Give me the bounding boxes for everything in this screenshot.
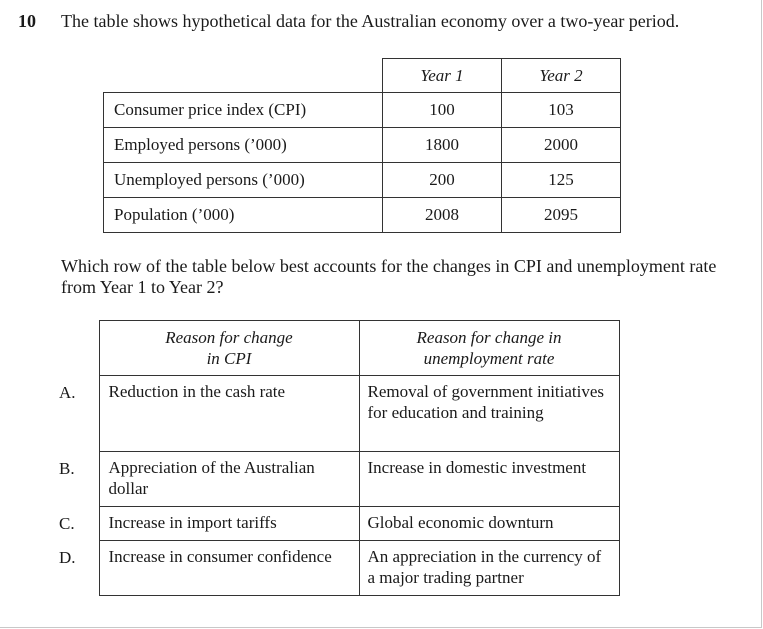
data-table-header-row: Year 1 Year 2 (103, 58, 621, 93)
row-label: Unemployed persons (’000) (103, 162, 383, 198)
year2-value: 125 (501, 162, 621, 198)
option-row-a[interactable]: A. Reduction in the cash rate Removal of… (50, 375, 620, 452)
option-letter: D. (59, 547, 76, 567)
year2-value: 2095 (501, 197, 621, 233)
answer-options-table: Reason for change in CPI Reason for chan… (50, 320, 620, 596)
row-label: Consumer price index (CPI) (103, 92, 383, 128)
question-stem: The table shows hypothetical data for th… (61, 11, 680, 31)
option-letter: B. (59, 458, 75, 478)
table-row: Unemployed persons (’000) 200 125 (103, 162, 621, 198)
question-number: 10 (18, 11, 36, 31)
row-label: Employed persons (’000) (103, 127, 383, 163)
header-reason-cpi: Reason for change in CPI (98, 320, 360, 376)
option-cpi-reason: Appreciation of the Australian dollar (98, 451, 360, 507)
option-row-c[interactable]: C. Increase in import tariffs Global eco… (50, 506, 620, 541)
answer-table-corner (50, 321, 99, 376)
year1-value: 200 (382, 162, 502, 198)
table-row: Consumer price index (CPI) 100 103 (103, 92, 621, 128)
year2-header: Year 2 (501, 58, 621, 93)
table-row: Population (’000) 2008 2095 (103, 197, 621, 233)
option-row-d[interactable]: D. Increase in consumer confidence An ap… (50, 540, 620, 596)
year1-value: 100 (382, 92, 502, 128)
option-unemployment-reason: Global economic downturn (358, 506, 620, 541)
year2-value: 2000 (501, 127, 621, 163)
answer-table-header-row: Reason for change in CPI Reason for chan… (50, 320, 620, 376)
option-unemployment-reason: Removal of government initiatives for ed… (358, 375, 620, 452)
question-prompt: Which row of the table below best accoun… (61, 256, 717, 297)
economy-data-table: Year 1 Year 2 Consumer price index (CPI)… (103, 58, 621, 233)
option-unemployment-reason: An appreciation in the currency of a maj… (358, 540, 620, 596)
option-unemployment-reason: Increase in domestic investment (358, 451, 620, 507)
header-reason-unemployment: Reason for change in unemployment rate (358, 320, 620, 376)
option-row-b[interactable]: B. Appreciation of the Australian dollar… (50, 451, 620, 507)
year1-header: Year 1 (382, 58, 502, 93)
year1-value: 2008 (382, 197, 502, 233)
row-label: Population (’000) (103, 197, 383, 233)
option-letter: A. (59, 382, 76, 402)
year2-value: 103 (501, 92, 621, 128)
option-cpi-reason: Increase in import tariffs (98, 506, 360, 541)
table-row: Employed persons (’000) 1800 2000 (103, 127, 621, 163)
option-letter: C. (59, 513, 75, 533)
year1-value: 1800 (382, 127, 502, 163)
option-cpi-reason: Increase in consumer confidence (98, 540, 360, 596)
option-cpi-reason: Reduction in the cash rate (98, 375, 360, 452)
data-table-corner (103, 58, 383, 93)
